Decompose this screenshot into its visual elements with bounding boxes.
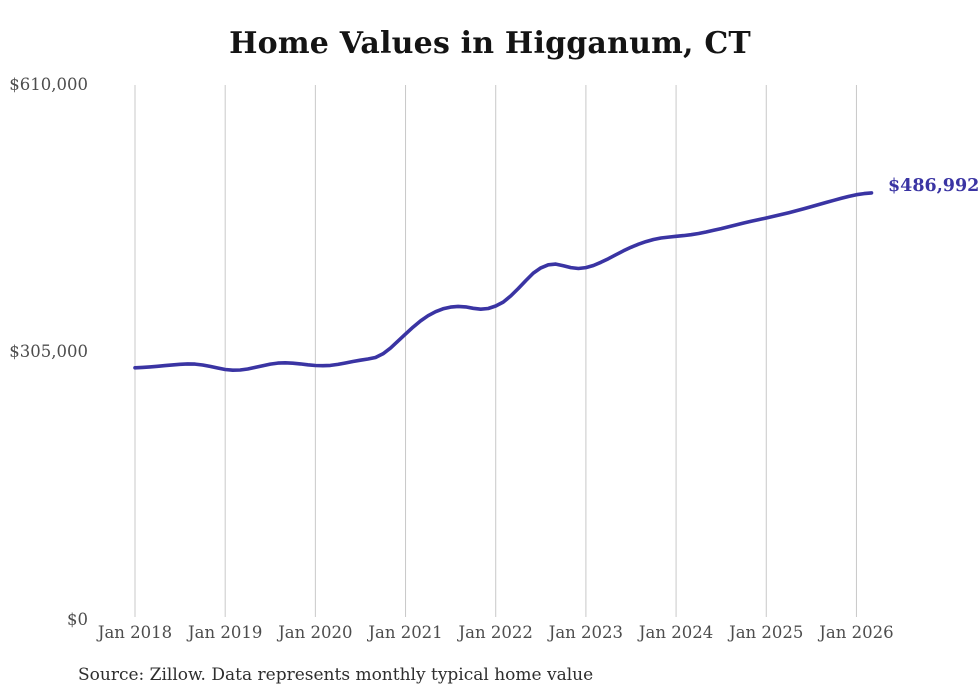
x-tick-label: Jan 2020 [278, 623, 353, 642]
y-tick-label: $0 [67, 610, 88, 629]
x-tick-label: Jan 2022 [458, 623, 533, 642]
x-tick-label: Jan 2019 [188, 623, 263, 642]
chart-title: Home Values in Higganum, CT [229, 26, 751, 61]
x-tick-label: Jan 2021 [368, 623, 443, 642]
y-tick-label: $610,000 [9, 75, 88, 94]
x-tick-label: Jan 2018 [97, 623, 173, 642]
x-tick-label: Jan 2024 [638, 623, 714, 642]
x-tick-label: Jan 2026 [819, 623, 894, 642]
home-value-line [133, 191, 874, 372]
x-tick-label: Jan 2023 [548, 623, 624, 642]
last-value-label: $486,992 [888, 176, 980, 196]
x-tick-label: Jan 2025 [729, 623, 804, 642]
y-tick-label: $305,000 [9, 342, 88, 361]
source-note: Source: Zillow. Data represents monthly … [78, 665, 594, 685]
